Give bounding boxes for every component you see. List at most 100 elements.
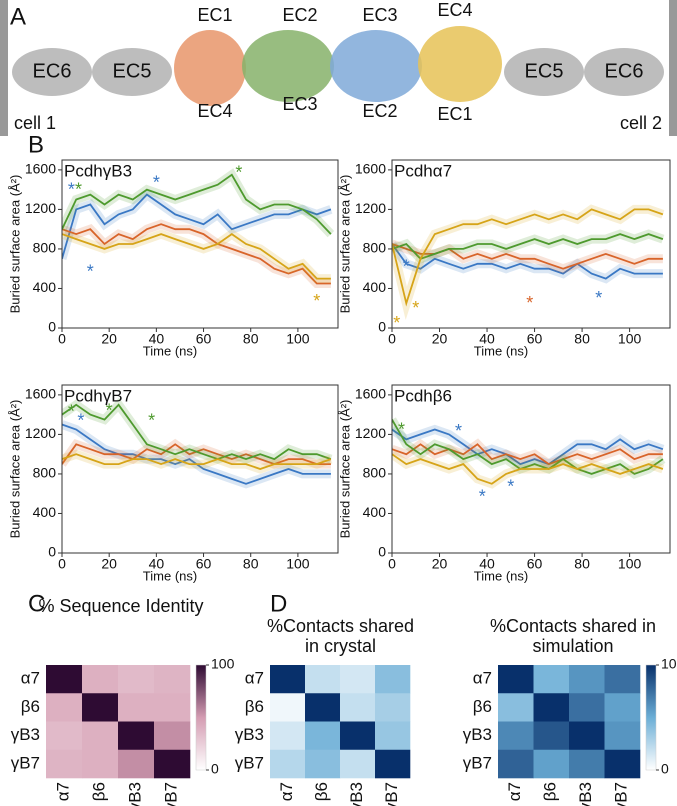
- x-tick-label: 80: [574, 556, 590, 572]
- heatmap-cell: [118, 693, 155, 722]
- heatmap-cell: [154, 749, 191, 779]
- marker-star: *: [68, 179, 75, 199]
- heatmap-cell: [118, 721, 155, 751]
- series-line: [392, 419, 664, 475]
- y-tick-label: 400: [33, 504, 57, 520]
- x-tick-label: 80: [243, 331, 259, 347]
- row-label: β6: [21, 697, 40, 716]
- heatmap-cell: [82, 749, 119, 779]
- domain-label: EC1: [197, 5, 232, 25]
- domain-label: EC2: [362, 101, 397, 121]
- domain-label: EC1: [437, 104, 472, 124]
- colorbar: [195, 664, 207, 771]
- colorbar-label: 0: [661, 761, 669, 777]
- heatmap-cell: [375, 721, 411, 751]
- heatmap-cell: [118, 749, 155, 779]
- y-tick-label: 800: [33, 240, 57, 256]
- series-line: [62, 233, 331, 280]
- domain-label: EC3: [362, 5, 397, 25]
- y-tick-label: 1600: [355, 386, 386, 402]
- heatmap-cell: [569, 721, 605, 751]
- x-tick-label: 100: [286, 556, 310, 572]
- x-tick-label: 100: [286, 331, 310, 347]
- heatmap-cell: [533, 721, 570, 751]
- heatmap-cell: [340, 665, 376, 694]
- series-line: [62, 193, 332, 260]
- marker-star: *: [235, 163, 242, 183]
- marker-star: *: [403, 257, 410, 277]
- heatmap-cell: [305, 749, 341, 779]
- heatmap-cell: [82, 665, 119, 694]
- column-label: β6: [89, 782, 108, 801]
- row-label: γB3: [235, 725, 264, 744]
- y-tick-label: 0: [378, 544, 386, 560]
- y-tick-label: 800: [33, 465, 57, 481]
- y-tick-label: 400: [363, 279, 387, 295]
- y-axis-label: Buried surface area (Å²): [7, 175, 22, 314]
- y-axis-label: Buried surface area (Å²): [337, 400, 352, 539]
- y-tick-label: 1200: [25, 200, 56, 216]
- series-line: [392, 208, 664, 307]
- y-tick-label: 400: [33, 279, 57, 295]
- x-tick-label: 40: [479, 331, 495, 347]
- x-tick-label: 60: [196, 331, 212, 347]
- marker-star: *: [526, 293, 533, 313]
- row-label: β6: [473, 697, 492, 716]
- column-label: γB7: [612, 782, 631, 806]
- panel-label: C: [28, 590, 45, 617]
- heatmap-title: % Sequence Identity: [38, 596, 204, 616]
- marker-star: *: [87, 261, 94, 281]
- column-label: γB7: [382, 782, 401, 806]
- colorbar: [645, 664, 657, 771]
- panel-label: B: [28, 131, 44, 158]
- y-tick-label: 1200: [25, 425, 56, 441]
- domain-label: EC5: [525, 60, 564, 82]
- heatmap-cell: [154, 721, 191, 751]
- y-tick-label: 1600: [25, 161, 56, 177]
- heatmap-cell: [82, 721, 119, 751]
- domain-ellipse: [92, 48, 172, 96]
- x-tick-label: 40: [149, 556, 165, 572]
- x-axis-label: Time (ns): [143, 343, 197, 358]
- y-tick-label: 0: [48, 319, 56, 335]
- marker-star: *: [479, 486, 486, 506]
- series-line: [392, 243, 663, 280]
- domain-label: EC3: [282, 94, 317, 114]
- series-band: [62, 219, 331, 288]
- colorbar-label: 100: [661, 656, 677, 672]
- column-label: α7: [505, 782, 524, 801]
- plot-frame: [391, 159, 671, 329]
- series-line: [62, 403, 332, 461]
- x-tick-label: 20: [432, 556, 448, 572]
- heatmap-cell: [270, 749, 306, 779]
- chart-title: Pcdhβ6: [394, 386, 452, 405]
- x-tick-label: 60: [196, 556, 212, 572]
- heatmap-cell: [604, 721, 641, 751]
- y-axis-label: Buried surface area (Å²): [7, 400, 22, 539]
- series-line: [62, 453, 332, 470]
- marker-star: *: [153, 173, 160, 193]
- heatmap-cell: [340, 721, 376, 751]
- panel-label: D: [270, 590, 287, 617]
- heatmap-cell: [498, 693, 534, 722]
- column-label: γB3: [125, 782, 144, 806]
- y-tick-label: 400: [363, 504, 387, 520]
- marker-star: *: [393, 313, 400, 333]
- x-tick-label: 100: [618, 556, 642, 572]
- x-tick-label: 100: [618, 331, 642, 347]
- heatmap-cell: [375, 749, 411, 779]
- marker-star: *: [75, 179, 82, 199]
- heatmap-cell: [46, 665, 83, 694]
- marker-star: *: [148, 410, 155, 430]
- plot-frame: [61, 384, 339, 554]
- x-tick-label: 0: [388, 556, 396, 572]
- heatmap-cell: [533, 749, 570, 779]
- marker-star: *: [106, 400, 113, 420]
- membrane-right: [669, 0, 677, 136]
- x-axis-label: Time (ns): [474, 343, 528, 358]
- cell-label: cell 2: [620, 113, 662, 133]
- x-tick-label: 40: [149, 331, 165, 347]
- series-line: [392, 428, 664, 466]
- domain-label: EC2: [282, 5, 317, 25]
- heatmap-cell: [118, 665, 155, 694]
